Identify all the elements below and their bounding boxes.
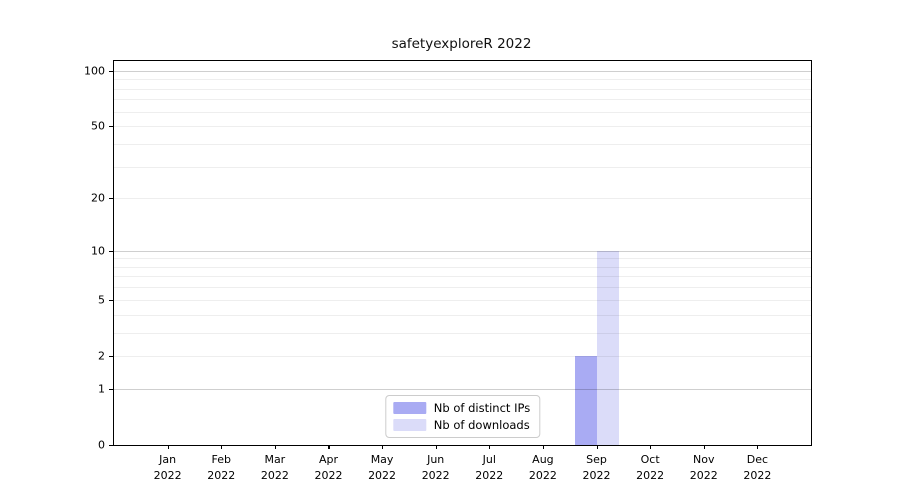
gridline-minor-8 <box>114 266 811 268</box>
x-tick-label-jun: Jun 2022 <box>421 453 450 482</box>
y-tick-20 <box>109 198 114 200</box>
x-tick-jul <box>489 445 491 449</box>
gridline-major-10 <box>114 250 811 252</box>
x-tick-feb <box>221 445 223 449</box>
y-tick-label-20: 20 <box>91 191 105 205</box>
y-tick-50 <box>109 126 114 128</box>
legend-item-downloads: Nb of downloads <box>392 418 530 432</box>
x-tick-aug <box>542 445 545 449</box>
gridline-minor-20 <box>114 198 811 200</box>
y-tick-label-5: 5 <box>98 293 105 307</box>
x-tick-jun <box>435 445 437 449</box>
y-tick-2 <box>109 355 114 358</box>
x-tick-label-oct: Oct 2022 <box>636 453 665 482</box>
gridline-major-100 <box>114 70 811 72</box>
x-tick-mar <box>274 445 276 449</box>
x-tick-oct <box>650 445 652 449</box>
x-tick-label-dec: Dec 2022 <box>743 453 772 482</box>
plot-area: Nb of distinct IPs Nb of downloads 0 1 2 5 1… <box>84 60 812 482</box>
gridline-minor-80 <box>114 88 811 90</box>
y-tick-label-10: 10 <box>91 244 105 258</box>
x-tick-dec <box>757 445 759 449</box>
gridline-minor-3 <box>114 332 811 334</box>
x-tick-label-jul: Jul 2022 <box>475 453 504 482</box>
gridline-minor-2 <box>114 355 811 357</box>
bar-nb-of-downloads-sep <box>596 250 619 445</box>
x-tick-label-nov: Nov 2022 <box>689 453 718 482</box>
x-tick-label-mar: Mar 2022 <box>260 453 289 482</box>
gridline-minor-4 <box>114 314 811 316</box>
legend-swatch-distinct-ips <box>392 402 426 414</box>
x-tick-label-jan: Jan 2022 <box>153 453 182 482</box>
legend: Nb of distinct IPs Nb of downloads <box>384 395 541 438</box>
legend-label-downloads: Nb of downloads <box>433 418 530 432</box>
gridline-minor-90 <box>114 79 811 81</box>
x-tick-apr <box>328 445 330 449</box>
gridline-major-1 <box>114 388 811 390</box>
y-tick-label-2: 2 <box>98 349 105 363</box>
x-tick-label-may: May 2022 <box>368 453 397 482</box>
x-tick-label-feb: Feb 2022 <box>207 453 236 482</box>
gridline-minor-70 <box>114 99 811 101</box>
y-tick-5 <box>109 299 114 301</box>
legend-item-distinct-ips: Nb of distinct IPs <box>392 401 531 415</box>
legend-label-distinct-ips: Nb of distinct IPs <box>433 401 531 415</box>
legend-swatch-downloads <box>392 419 426 431</box>
gridline-minor-60 <box>114 111 811 113</box>
chart-title: safetyexploreR 2022 <box>391 36 532 52</box>
gridline-minor-7 <box>114 276 811 278</box>
gridline-minor-40 <box>114 143 811 145</box>
y-tick-label-1: 1 <box>98 382 105 396</box>
gridline-minor-6 <box>114 287 811 289</box>
x-tick-nov <box>703 445 705 449</box>
y-tick-label-50: 50 <box>91 119 105 133</box>
x-tick-label-aug: Aug 2022 <box>528 453 557 482</box>
gridline-minor-50 <box>114 126 811 128</box>
x-tick-sep <box>596 445 598 449</box>
y-tick-100 <box>109 70 114 72</box>
x-tick-may <box>382 445 384 449</box>
y-tick-label-100: 100 <box>84 64 105 78</box>
x-tick-label-apr: Apr 2022 <box>314 453 343 482</box>
gridline-minor-9 <box>114 258 811 260</box>
x-tick-label-sep: Sep 2022 <box>582 453 611 482</box>
bar-nb-of-distinct-ips-sep <box>574 355 597 445</box>
y-tick-10 <box>109 250 114 252</box>
y-tick-1 <box>109 388 114 390</box>
gridline-minor-5 <box>114 299 811 301</box>
x-tick-jan <box>167 445 169 449</box>
gridline-minor-30 <box>114 166 811 168</box>
y-tick-label-0: 0 <box>98 438 105 452</box>
y-tick-0 <box>109 445 114 447</box>
